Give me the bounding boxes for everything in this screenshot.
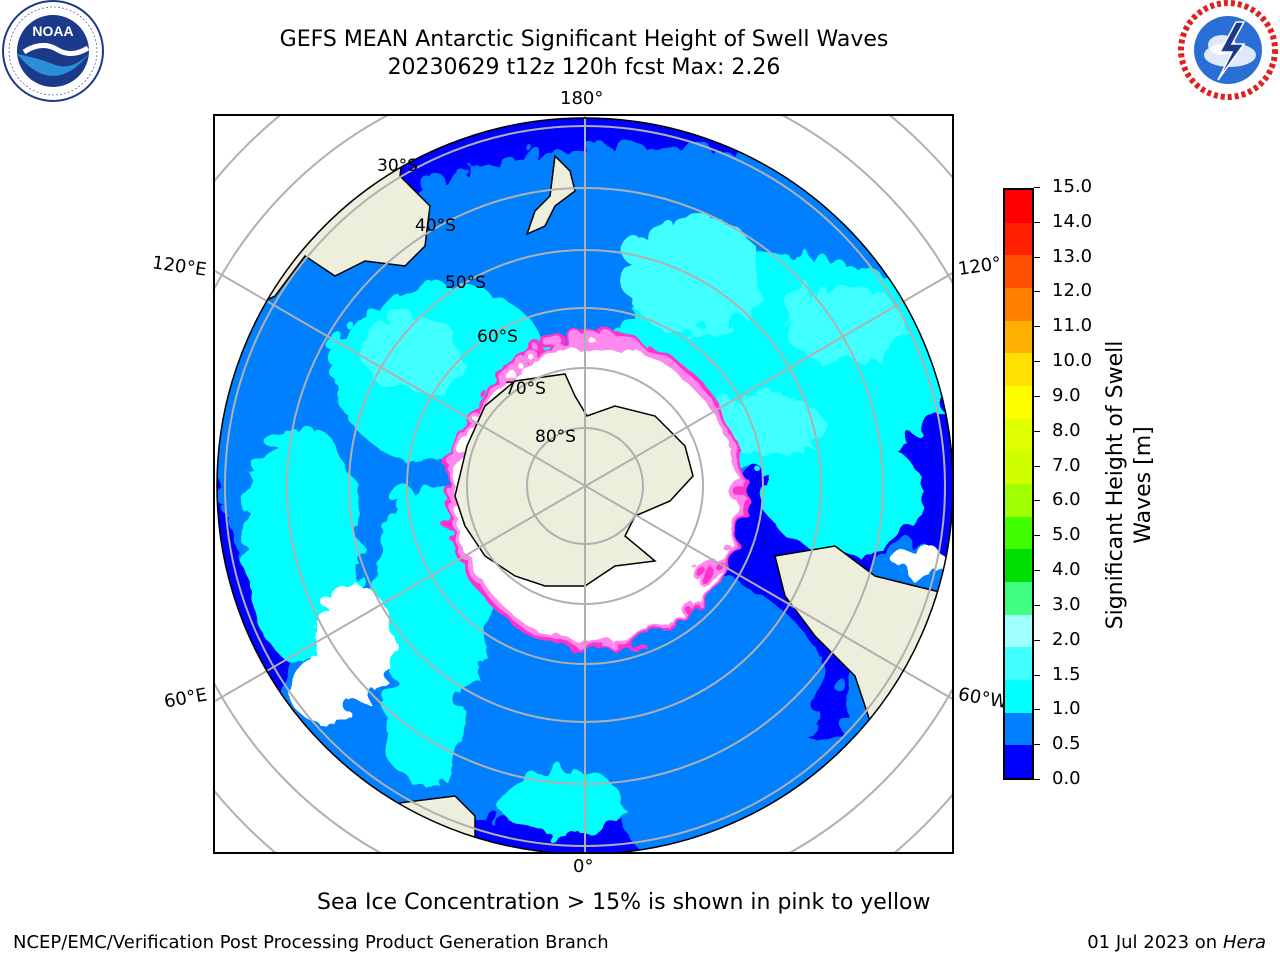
colorbar-segment — [1005, 418, 1032, 452]
colorbar-tick-label: 12.0 — [1052, 280, 1093, 302]
colorbar-tick-mark — [1034, 221, 1040, 223]
colorbar-tick-label: 0.0 — [1052, 768, 1081, 789]
colorbar-segment — [1005, 386, 1032, 419]
colorbar-tick-label: 7.0 — [1052, 454, 1081, 476]
colorbar-tick-label: 13.0 — [1052, 245, 1093, 267]
colorbar-tick-label: 1.0 — [1052, 698, 1081, 720]
colorbar-segment — [1005, 680, 1032, 713]
footer-organization: NCEP/EMC/Verification Post Processing Pr… — [13, 932, 609, 953]
colorbar-tick-mark — [1034, 674, 1040, 676]
colorbar-tick-label: 11.0 — [1052, 315, 1093, 337]
sea-ice-caption: Sea Ice Concentration > 15% is shown in … — [317, 890, 931, 915]
colorbar-tick-mark — [1034, 361, 1040, 363]
lat-label-70: 70°S — [505, 379, 546, 399]
colorbar-tick-label: 8.0 — [1052, 419, 1081, 441]
colorbar-segment — [1005, 451, 1032, 484]
lat-label-60: 60°S — [477, 327, 518, 347]
colorbar-tick-mark — [1034, 535, 1040, 537]
nws-logo — [1178, 0, 1278, 100]
colorbar-tick-mark — [1034, 744, 1040, 746]
lat-label-40: 40°S — [415, 216, 456, 236]
madagascar-land — [217, 755, 296, 838]
colorbar-ticks: 15.0 14.0 13.0 12.0 11.0 10.0 9.0 8.0 7.0 6.0 5.0 4… — [1034, 176, 1100, 790]
colorbar-segment — [1005, 255, 1032, 288]
lat-label-80: 80°S — [535, 427, 576, 447]
colorbar — [1003, 188, 1034, 780]
footer-timestamp: 01 Jul 2023 on Hera — [1087, 932, 1266, 953]
colorbar-segment — [1005, 190, 1032, 223]
colorbar-tick-label: 1.5 — [1052, 663, 1081, 685]
lon-label-top: 180° — [560, 88, 604, 109]
colorbar-tick-label: 0.5 — [1052, 733, 1081, 755]
polar-map-canvas: 30°S 40°S 50°S 60°S 70°S 80°S — [215, 116, 952, 852]
colorbar-tick-label: 9.0 — [1052, 384, 1081, 406]
new-zealand-land — [525, 154, 576, 236]
colorbar-segment — [1005, 222, 1032, 256]
colorbar-tick-label: 2.0 — [1052, 628, 1081, 650]
colorbar-segment — [1005, 484, 1032, 517]
footer-date: 01 Jul 2023 on — [1087, 932, 1223, 953]
lat-label-30: 30°S — [377, 156, 418, 176]
map-title: GEFS MEAN Antarctic Significant Height o… — [279, 27, 889, 52]
colorbar-tick-mark — [1034, 465, 1040, 467]
colorbar-tick-mark — [1034, 779, 1040, 780]
graticule — [215, 116, 952, 852]
colorbar-tick-label: 5.0 — [1052, 524, 1081, 546]
colorbar-segment — [1005, 516, 1032, 550]
lon-label-upper-right: 120° — [956, 253, 1003, 280]
colorbar-tick-label: 4.0 — [1052, 559, 1081, 581]
colorbar-segment — [1005, 647, 1032, 680]
colorbar-label: Significant Height of Swell Waves [m] — [1103, 340, 1156, 630]
colorbar-segment — [1005, 320, 1032, 354]
colorbar-tick-mark — [1034, 709, 1040, 711]
colorbar-tick-mark — [1034, 500, 1040, 502]
africa-land — [333, 795, 476, 852]
forecast-subtitle: 20230629 t12z 120h fcst Max: 2.26 — [387, 55, 781, 80]
noaa-logo-text: NOAA — [32, 23, 73, 39]
colorbar-tick-label: 15.0 — [1052, 176, 1093, 197]
footer-machine: Hera — [1222, 932, 1266, 953]
colorbar-tick-label: 14.0 — [1052, 210, 1093, 232]
lon-label-lower-right: 60°W — [956, 683, 1010, 714]
colorbar-tick-mark — [1034, 187, 1040, 188]
polar-map: 30°S 40°S 50°S 60°S 70°S 80°S — [213, 114, 954, 854]
colorbar-tick-label: 3.0 — [1052, 593, 1081, 615]
lon-label-lower-left: 60°E — [162, 684, 209, 713]
colorbar-segment — [1005, 288, 1032, 321]
colorbar-tick-mark — [1034, 395, 1040, 397]
colorbar-tick-mark — [1034, 291, 1040, 293]
colorbar-segment — [1005, 582, 1032, 615]
colorbar-tick-label: 10.0 — [1052, 350, 1093, 372]
colorbar-segment — [1005, 614, 1032, 648]
colorbar-tick-mark — [1034, 326, 1040, 328]
colorbar-segment — [1005, 712, 1032, 746]
colorbar-segment — [1005, 745, 1032, 778]
colorbar-tick-mark — [1034, 639, 1040, 641]
lat-label-50: 50°S — [445, 273, 486, 293]
colorbar-tick-mark — [1034, 570, 1040, 572]
colorbar-tick-mark — [1034, 430, 1040, 432]
colorbar-tick-mark — [1034, 256, 1040, 258]
lon-label-bottom: 0° — [573, 856, 594, 877]
colorbar-segment — [1005, 549, 1032, 582]
lon-label-upper-left: 120°E — [150, 252, 208, 281]
colorbar-tick-mark — [1034, 604, 1040, 606]
colorbar-segment — [1005, 353, 1032, 386]
colorbar-tick-label: 6.0 — [1052, 489, 1081, 511]
noaa-logo: NOAA — [2, 0, 104, 102]
